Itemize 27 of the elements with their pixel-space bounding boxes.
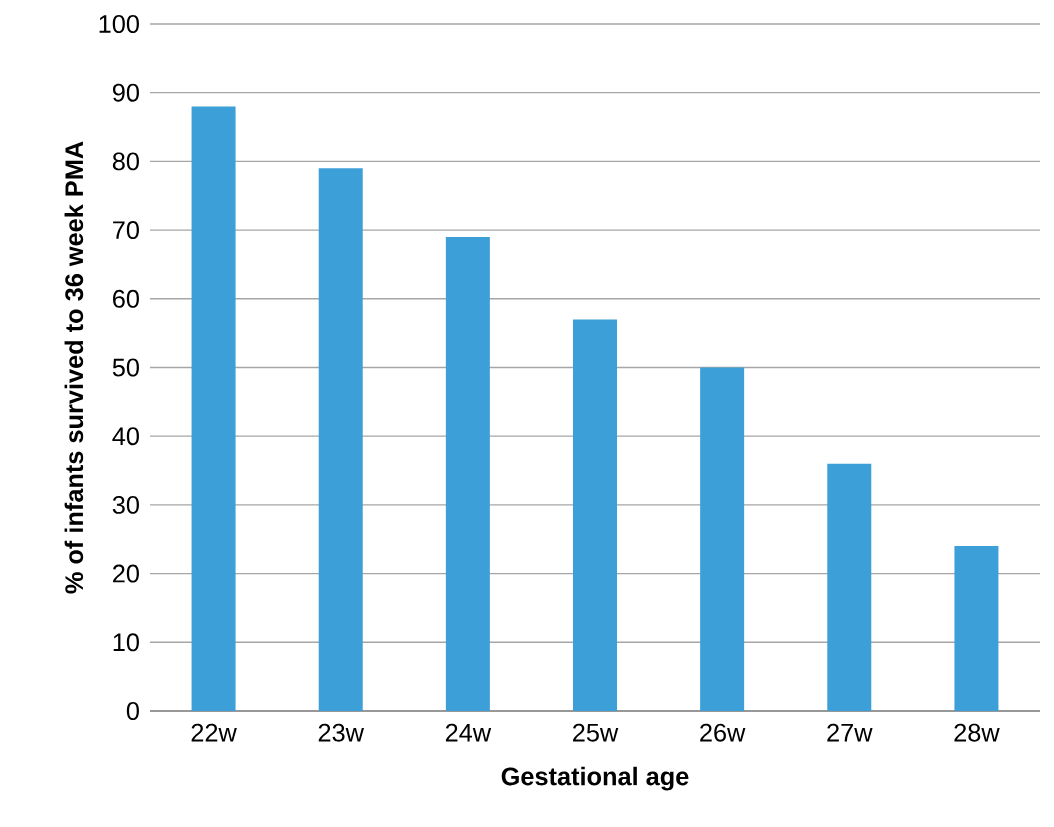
y-tick-label: 100 <box>99 15 139 33</box>
x-axis-title: Gestational age <box>501 766 689 791</box>
bar <box>445 236 490 711</box>
x-tick-label: 22w <box>191 723 237 742</box>
bar <box>191 106 236 711</box>
y-tick-label: 0 <box>126 702 139 720</box>
y-tick-label: 20 <box>113 564 139 583</box>
x-tick-label: 24w <box>445 723 492 742</box>
bar <box>318 168 363 711</box>
y-tick-label: 30 <box>112 495 139 514</box>
x-tick-label: 26w <box>700 723 746 742</box>
y-tick-label: 70 <box>113 221 139 240</box>
y-axis-title: % of infants survived to 36 week PMA <box>64 141 84 594</box>
bar <box>827 463 872 711</box>
x-tick-label: 28w <box>954 723 1000 742</box>
y-tick-label: 40 <box>112 427 139 446</box>
x-tick-label: 27w <box>827 723 873 742</box>
x-tick-label: 25w <box>573 723 619 742</box>
y-tick-label: 90 <box>112 83 139 102</box>
x-tick-label: 23w <box>318 723 365 742</box>
y-tick-label: 10 <box>113 633 139 652</box>
bar <box>573 319 617 711</box>
y-tick-label: 60 <box>113 289 139 308</box>
bar <box>954 546 999 711</box>
bar <box>700 367 745 711</box>
y-tick-label: 50 <box>112 358 139 377</box>
y-tick-label: 80 <box>112 152 139 171</box>
